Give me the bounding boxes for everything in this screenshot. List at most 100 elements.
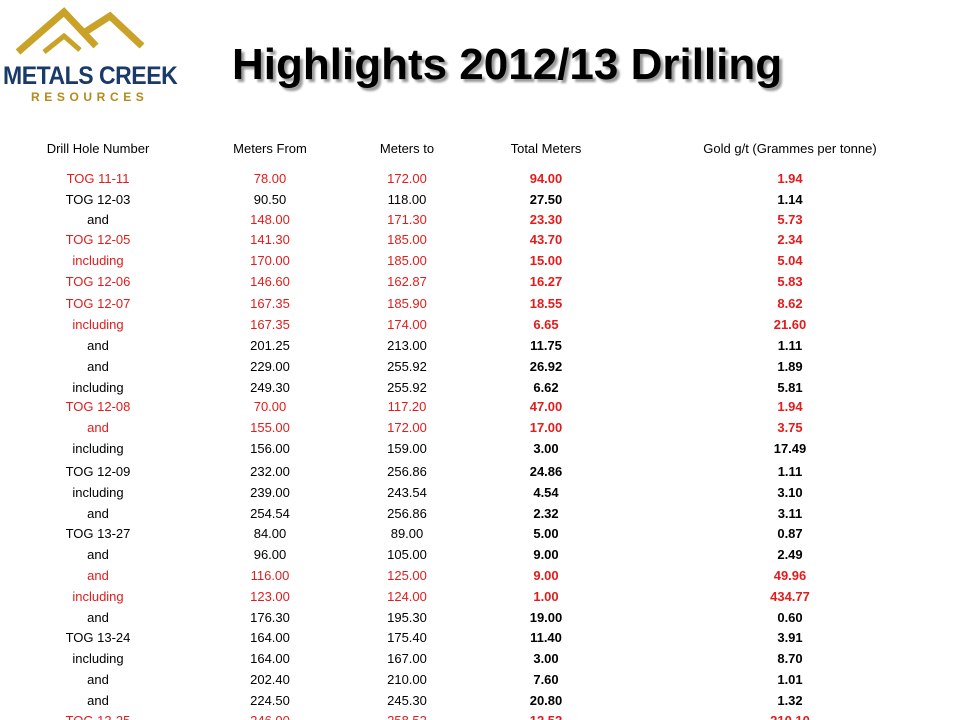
drill-hole-cell: and xyxy=(87,420,109,435)
meters-to-cell: 172.00 xyxy=(387,420,427,435)
meters-from-cell: 141.30 xyxy=(250,232,290,247)
drill-hole-cell: TOG 12-08 xyxy=(65,399,131,414)
meters-to-cell: 105.00 xyxy=(387,547,427,562)
meters-from-cell: 201.25 xyxy=(250,338,290,353)
drill-hole-cell: including xyxy=(72,589,124,604)
total-meters-cell: 17.00 xyxy=(529,420,563,435)
drill-hole-cell: and xyxy=(87,212,109,227)
total-meters-cell: 4.54 xyxy=(533,485,559,500)
gold-grade-cell: 1.14 xyxy=(777,192,803,207)
meters-from-cell: 164.00 xyxy=(250,630,290,645)
gold-grade-cell: 1.94 xyxy=(777,171,803,186)
gold-grade-cell: 3.75 xyxy=(777,420,803,435)
meters-from-cell: 246.00 xyxy=(210,713,330,720)
drill-hole-cell: and xyxy=(87,338,109,353)
drill-hole-cell: and xyxy=(87,547,109,562)
gold-grade-cell: 1.32 xyxy=(777,693,803,708)
meters-from-cell: 156.00 xyxy=(250,441,290,456)
meters-from-cell: 164.00 xyxy=(250,651,290,666)
total-meters-cell: 6.62 xyxy=(533,380,559,395)
total-meters-cell: 23.30 xyxy=(529,212,563,227)
meters-to-cell: 117.20 xyxy=(387,399,427,414)
meters-to-cell: 258.52 xyxy=(347,713,467,720)
gold-grade-cell: 5.83 xyxy=(777,274,803,289)
drill-hole-cell: including xyxy=(72,485,124,500)
total-meters-cell: 9.00 xyxy=(533,547,559,562)
drill-hole-cell: and xyxy=(87,568,109,583)
gold-grade-cell: 8.70 xyxy=(777,651,803,666)
logo-name: METALS CREEK xyxy=(3,62,178,90)
meters-from-cell: 155.00 xyxy=(250,420,290,435)
total-meters-cell: 27.50 xyxy=(529,192,563,207)
drill-hole-cell: including xyxy=(72,441,124,456)
meters-to-cell: 159.00 xyxy=(387,441,427,456)
gold-grade-cell: 1.94 xyxy=(777,399,803,414)
gold-grade-cell: 1.01 xyxy=(777,672,803,687)
drill-hole-cell: TOG 13-24 xyxy=(65,630,131,645)
meters-from-cell: 254.54 xyxy=(250,506,290,521)
meters-from-cell: 123.00 xyxy=(250,589,290,604)
meters-from-cell: 148.00 xyxy=(250,212,290,227)
meters-from-cell: 229.00 xyxy=(250,359,290,374)
total-meters-cell: 18.55 xyxy=(529,296,563,311)
total-meters-cell: 16.27 xyxy=(529,274,563,289)
drill-hole-cell: TOG 12-06 xyxy=(65,274,131,289)
drill-hole-cell: and xyxy=(87,693,109,708)
meters-to-cell: 255.92 xyxy=(387,359,427,374)
header-drill-hole: Drill Hole Number xyxy=(46,141,150,156)
meters-to-cell: 175.40 xyxy=(387,630,427,645)
total-meters-cell: 11.40 xyxy=(530,630,562,645)
gold-grade-cell: 0.87 xyxy=(777,526,803,541)
total-meters-cell: 47.00 xyxy=(529,399,563,414)
meters-from-cell: 146.60 xyxy=(250,274,290,289)
meters-from-cell: 224.50 xyxy=(250,693,290,708)
meters-to-cell: 174.00 xyxy=(387,317,427,332)
total-meters-cell: 7.60 xyxy=(533,672,559,687)
mountain-logo-icon xyxy=(15,7,145,55)
gold-grade-cell: 3.11 xyxy=(777,506,803,521)
meters-to-cell: 185.90 xyxy=(387,296,427,311)
meters-from-cell: 70.00 xyxy=(253,399,287,414)
gold-grade-cell: 49.96 xyxy=(773,568,807,583)
gold-grade-cell: 8.62 xyxy=(777,296,803,311)
gold-grade-cell: 434.77 xyxy=(770,589,810,604)
gold-grade-cell: 3.91 xyxy=(777,630,803,645)
meters-from-cell: 239.00 xyxy=(250,485,290,500)
meters-to-cell: 185.00 xyxy=(387,232,427,247)
header-gold: Gold g/t (Grammes per tonne) xyxy=(703,141,877,156)
meters-to-cell: 213.00 xyxy=(387,338,427,353)
total-meters-cell: 11.75 xyxy=(530,338,562,353)
drill-hole-cell: including xyxy=(72,651,124,666)
total-meters-cell: 26.92 xyxy=(529,359,563,374)
meters-from-cell: 249.30 xyxy=(250,380,290,395)
meters-to-cell: 255.92 xyxy=(387,380,427,395)
drill-hole-cell: and xyxy=(87,506,109,521)
drill-hole-cell: TOG 12-09 xyxy=(65,464,131,479)
total-meters-cell: 20.80 xyxy=(529,693,563,708)
total-meters-cell: 15.00 xyxy=(529,253,563,268)
meters-from-cell: 78.00 xyxy=(253,171,287,186)
drill-hole-cell: including xyxy=(72,253,124,268)
gold-grade-cell: 1.11 xyxy=(777,464,803,479)
total-meters-cell: 3.00 xyxy=(533,441,559,456)
meters-from-cell: 170.00 xyxy=(250,253,290,268)
total-meters-cell: 24.86 xyxy=(529,464,563,479)
meters-to-cell: 245.30 xyxy=(387,693,427,708)
meters-from-cell: 176.30 xyxy=(250,610,290,625)
drill-hole-cell: and xyxy=(87,672,109,687)
total-meters-cell: 43.70 xyxy=(529,232,563,247)
total-meters-cell: 12.52 xyxy=(486,713,606,720)
meters-from-cell: 202.40 xyxy=(250,672,290,687)
meters-to-cell: 162.87 xyxy=(387,274,427,289)
meters-to-cell: 172.00 xyxy=(387,171,427,186)
meters-to-cell: 124.00 xyxy=(387,589,427,604)
drill-hole-cell: TOG 12-05 xyxy=(65,232,131,247)
drill-hole-cell: TOG 12-07 xyxy=(65,296,131,311)
gold-grade-cell: 17.49 xyxy=(773,441,807,456)
total-meters-cell: 9.00 xyxy=(533,568,559,583)
gold-grade-cell: 1.11 xyxy=(777,338,803,353)
company-logo: METALS CREEK RESOURCES xyxy=(0,6,180,104)
gold-grade-cell: 210.10 xyxy=(730,713,850,720)
drill-hole-cell: including xyxy=(72,317,124,332)
